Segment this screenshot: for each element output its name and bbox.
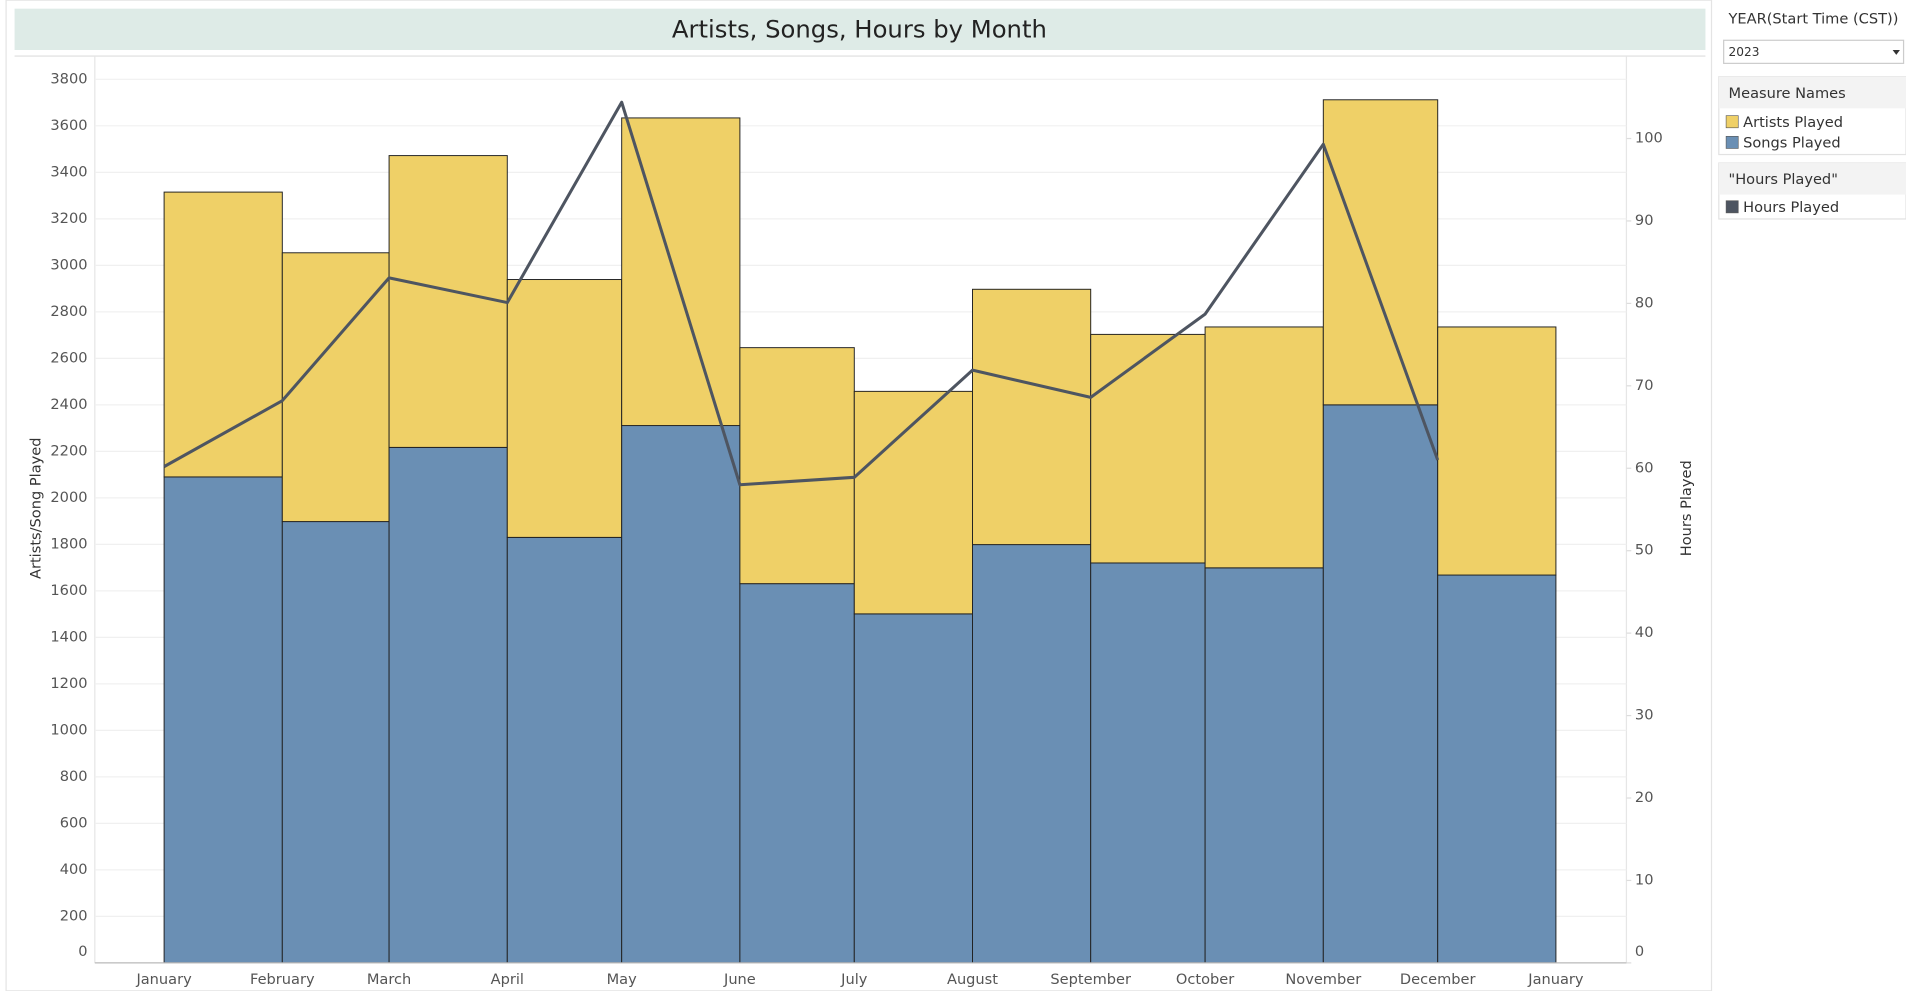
filter-value: 2023 xyxy=(1729,45,1760,59)
legend-header xyxy=(1718,76,1906,109)
y2-tick-label: 50 xyxy=(1635,542,1654,559)
bar-segment xyxy=(1322,404,1439,964)
bar-segment xyxy=(972,288,1092,546)
y2-tick-label: 40 xyxy=(1635,624,1654,641)
y-tick-label: 400 xyxy=(60,861,88,878)
y-tick-label: 2600 xyxy=(50,349,87,366)
bar-segment xyxy=(506,536,623,964)
bar-segment xyxy=(1437,326,1557,576)
y-tick-label: 1800 xyxy=(50,535,87,552)
y-tick-label: 2000 xyxy=(50,489,87,506)
y2-tick-label: 10 xyxy=(1635,871,1654,888)
y-tick-label: 200 xyxy=(60,907,88,924)
y-tick-label: 1400 xyxy=(50,628,87,645)
bar-segment xyxy=(281,252,390,523)
y-tick-label: 2400 xyxy=(50,396,87,413)
x-tick-label: August xyxy=(947,971,998,988)
bar-segment xyxy=(1322,99,1439,406)
bar-segment xyxy=(388,446,508,964)
y2-tick-label: 0 xyxy=(1635,943,1644,960)
legend-header xyxy=(1718,163,1906,195)
bar-segment xyxy=(621,425,741,964)
y-axis-label: Artists/Song Played xyxy=(27,438,44,579)
x-tick-label: February xyxy=(250,971,315,988)
bar-segment xyxy=(1437,574,1557,964)
y-tick-label: 1600 xyxy=(50,582,87,599)
plot: 0200400600800100012001400160018002000220… xyxy=(50,70,1662,988)
x-tick-label: May xyxy=(607,971,638,988)
x-tick-label: January xyxy=(135,971,192,988)
bar-segment xyxy=(388,155,508,448)
y-tick-label: 3200 xyxy=(50,210,87,227)
x-tick-label: November xyxy=(1285,971,1361,988)
y-tick-label: 3800 xyxy=(50,70,87,87)
y-tick-label: 1200 xyxy=(50,675,87,692)
x-tick-label: September xyxy=(1050,971,1131,988)
bar-segment xyxy=(972,544,1092,964)
x-tick-label: October xyxy=(1176,971,1234,988)
bar-segment xyxy=(506,279,623,538)
y2-tick-label: 70 xyxy=(1635,377,1654,394)
chart-title: Artists, Songs, Hours by Month xyxy=(672,15,1047,44)
legend-title: Measure Names xyxy=(1729,85,1846,102)
y2-tick-label: 60 xyxy=(1635,459,1654,476)
y2-axis-label: Hours Played xyxy=(1678,460,1695,556)
x-tick-label: March xyxy=(367,971,411,988)
bar-segment xyxy=(739,347,855,585)
bar-segment xyxy=(281,521,390,964)
filter-title: YEAR(Start Time (CST)) xyxy=(1728,11,1899,28)
legend-title: "Hours Played" xyxy=(1729,171,1838,188)
legend-swatch xyxy=(1725,200,1739,214)
bar-segment xyxy=(163,191,283,478)
bar-segment xyxy=(739,583,855,964)
line xyxy=(163,100,1440,487)
y-tick-label: 1000 xyxy=(50,721,87,738)
x-tick-label: July xyxy=(840,971,868,988)
y-tick-label: 2800 xyxy=(50,303,87,320)
y2-tick-label: 80 xyxy=(1635,294,1654,311)
y2-tick-label: 90 xyxy=(1635,212,1654,229)
y-tick-label: 0 xyxy=(78,943,87,960)
bar-segment xyxy=(163,476,283,964)
dropdown-arrow xyxy=(1892,49,1900,55)
legend-label: Artists Played xyxy=(1743,114,1843,131)
y-tick-label: 800 xyxy=(60,768,88,785)
y-tick-label: 3000 xyxy=(50,256,87,273)
y2-tick-label: 20 xyxy=(1635,789,1654,806)
x-tick-label: April xyxy=(491,971,524,988)
y-tick-label: 3400 xyxy=(50,163,87,180)
y-tick-label: 3600 xyxy=(50,117,87,134)
y-tick-label: 2200 xyxy=(50,442,87,459)
bar-segment xyxy=(853,613,973,964)
y-tick-label: 600 xyxy=(60,814,88,831)
filter-dropdown[interactable] xyxy=(1723,39,1905,64)
bar-segment xyxy=(1204,326,1324,569)
bar-segment xyxy=(853,390,973,615)
legend-swatch xyxy=(1725,115,1739,129)
y2-tick-label: 100 xyxy=(1635,130,1663,147)
x-tick-label: June xyxy=(723,971,756,988)
legend-label: Hours Played xyxy=(1743,199,1839,216)
y2-tick-label: 30 xyxy=(1635,707,1654,724)
legend-swatch xyxy=(1725,135,1739,149)
title-band xyxy=(14,8,1706,50)
bar-segment xyxy=(1090,562,1206,964)
x-tick-label: December xyxy=(1400,971,1476,988)
legend-label: Songs Played xyxy=(1743,135,1841,152)
bar-segment xyxy=(1204,567,1324,964)
x-tick-label: January xyxy=(1527,971,1584,988)
bar-segment xyxy=(1090,333,1206,564)
